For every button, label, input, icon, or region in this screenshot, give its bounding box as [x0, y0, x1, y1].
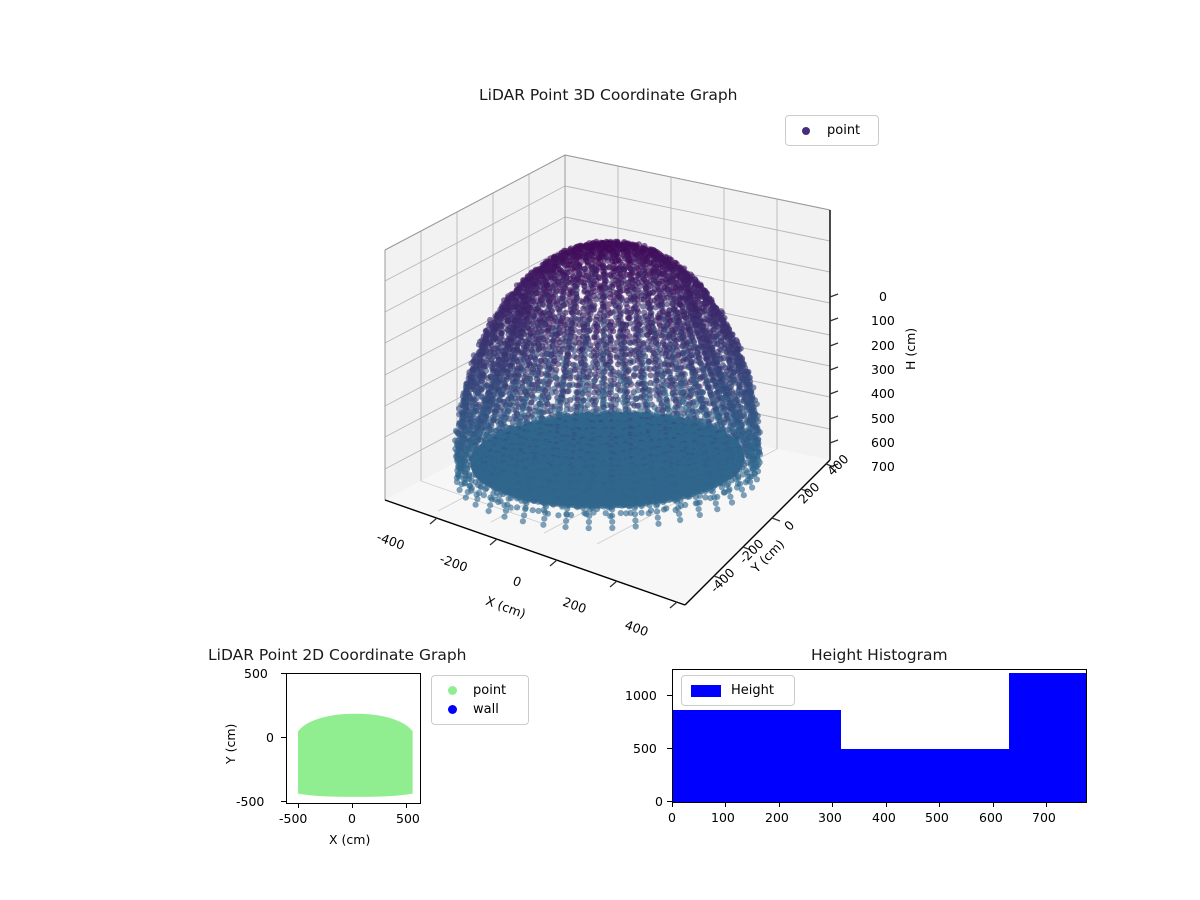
legend-label: wall	[473, 702, 499, 717]
x2d-tick-500	[406, 803, 408, 808]
xh-tick-700	[1046, 802, 1048, 807]
plot2d-x-axis-label: X (cm)	[329, 832, 371, 847]
xh-tick-500	[939, 802, 941, 807]
x2d-label-n500: -500	[279, 811, 308, 826]
plot2d-canvas	[298, 713, 413, 797]
y-tick-marks	[713, 463, 835, 580]
plot2d-legend[interactable]: point wall	[431, 675, 529, 725]
z-tick-200: 200	[871, 338, 895, 353]
point-cloud-3d	[452, 238, 764, 532]
point-marker-icon	[441, 686, 463, 695]
legend-label: point	[827, 123, 861, 138]
yh-label-1000: 1000	[625, 688, 657, 703]
y2d-tick-500	[281, 673, 286, 675]
y2d-label-n500: -500	[236, 794, 265, 809]
height-patch-icon	[691, 684, 721, 697]
yh-tick-0	[667, 801, 672, 803]
yh-tick-500	[667, 748, 672, 750]
xh-label-100: 100	[711, 810, 735, 825]
yh-label-500: 500	[633, 741, 657, 756]
plot3d-canvas	[384, 154, 839, 609]
z-tick-300: 300	[871, 362, 895, 377]
histogram-axes[interactable]	[672, 669, 1087, 803]
y2d-label-500: 500	[244, 666, 268, 681]
plot2d-y-axis-label: Y (cm)	[223, 723, 238, 764]
xh-label-300: 300	[818, 810, 842, 825]
plot3d-legend[interactable]: point	[785, 115, 879, 146]
xh-label-700: 700	[1032, 810, 1056, 825]
xh-tick-400	[886, 802, 888, 807]
legend-item-point[interactable]: point	[795, 121, 869, 140]
xh-label-0: 0	[668, 810, 676, 825]
z-tick-100: 100	[871, 313, 895, 328]
legend-label: Height	[731, 683, 774, 698]
z-tick-400: 400	[871, 386, 895, 401]
histogram-bar[interactable]	[841, 749, 1009, 802]
y2d-tick-0	[281, 737, 286, 739]
z-tick-500: 500	[871, 411, 895, 426]
legend-item-height[interactable]: Height	[691, 681, 785, 700]
x-tick-marks	[429, 517, 678, 609]
histogram-bar[interactable]	[1009, 673, 1086, 802]
xh-tick-0	[672, 802, 674, 807]
plot2d-title: LiDAR Point 2D Coordinate Graph	[208, 646, 467, 664]
plot3d-axes[interactable]: 0 100 200 300 400 500 600 700 H (cm) -40…	[0, 60, 1200, 640]
legend-item-point[interactable]: point	[441, 681, 519, 700]
wall-marker-icon	[441, 705, 463, 714]
plot3d-title: LiDAR Point 3D Coordinate Graph	[479, 86, 738, 104]
xh-tick-100	[725, 802, 727, 807]
x2d-label-0: 0	[348, 811, 356, 826]
yh-tick-1000	[667, 695, 672, 697]
y2d-tick-n500	[281, 801, 286, 803]
xh-label-500: 500	[925, 810, 949, 825]
plot2d-axes[interactable]	[286, 673, 421, 804]
x2d-label-500: 500	[396, 811, 420, 826]
yh-label-0: 0	[655, 794, 663, 809]
x2d-tick-n500	[298, 803, 300, 808]
z-tick-0: 0	[879, 289, 887, 304]
xh-label-400: 400	[872, 810, 896, 825]
xh-tick-600	[993, 802, 995, 807]
y2d-label-0: 0	[266, 730, 274, 745]
histogram-title: Height Histogram	[811, 646, 948, 664]
xh-tick-200	[779, 802, 781, 807]
legend-label: point	[473, 683, 507, 698]
xh-label-200: 200	[765, 810, 789, 825]
x2d-tick-0	[352, 803, 354, 808]
histogram-bar[interactable]	[673, 710, 841, 802]
histogram-legend[interactable]: Height	[681, 675, 795, 706]
point-cloud-2d	[298, 713, 413, 797]
z-tick-700: 700	[871, 459, 895, 474]
xh-tick-300	[832, 802, 834, 807]
xh-label-600: 600	[979, 810, 1003, 825]
point-marker-icon	[795, 126, 817, 135]
z-tick-marks	[829, 293, 839, 468]
legend-item-wall[interactable]: wall	[441, 700, 519, 719]
z-tick-600: 600	[871, 435, 895, 450]
z-axis-label: H (cm)	[903, 327, 918, 370]
